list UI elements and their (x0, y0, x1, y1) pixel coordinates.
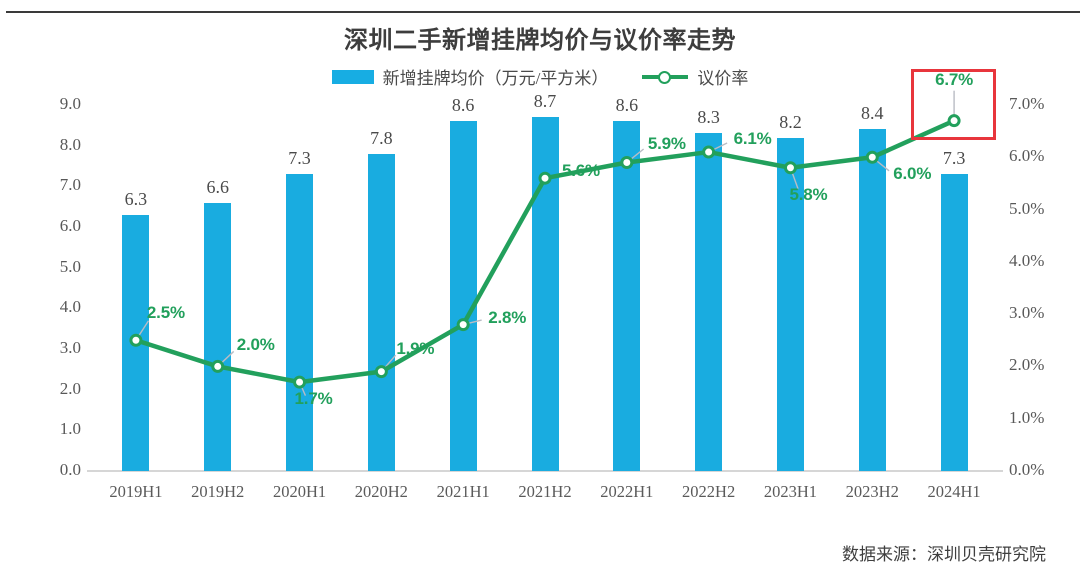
line-value-label: 6.7% (935, 69, 974, 89)
line-marker-2024H1 (947, 114, 961, 128)
line-value-label: 5.9% (647, 133, 686, 153)
x-axis-tick-2022H2: 2022H2 (682, 482, 736, 501)
y-axis-right-tick: 0.0% (1009, 460, 1045, 479)
bar-value-label: 8.2 (779, 111, 802, 132)
x-axis-tick-2019H1: 2019H1 (109, 482, 163, 501)
chart-title: 深圳二手新增挂牌均价与议价率走势 (344, 28, 736, 54)
bar-2019H2 (204, 202, 232, 471)
line-marker-2021H1 (456, 318, 470, 332)
line-series-svg (129, 114, 961, 389)
line-marker-2020H1 (293, 375, 307, 389)
legend-label-bar: 新增挂牌均价（万元/平方米） (382, 69, 609, 88)
y-axis-left-tick: 9.0 (59, 94, 81, 113)
legend-item-line[interactable]: 议价率 (642, 64, 748, 89)
bar-value-label: 8.7 (533, 91, 557, 112)
y-axis-left-tick: 3.0 (59, 338, 81, 357)
bar-swatch-icon (331, 69, 374, 84)
x-axis-tick-2021H1: 2021H1 (436, 482, 490, 501)
bar-2022H2 (695, 133, 723, 471)
y-axis-right-tick: 5.0% (1009, 198, 1045, 218)
line-value-label: 5.8% (789, 184, 828, 204)
bar-2020H1 (286, 174, 314, 471)
bar-value-label: 6.3 (124, 188, 148, 209)
y-axis-left-tick: 4.0 (59, 297, 81, 317)
y-axis-left-tick: 6.0 (59, 216, 81, 235)
bar-value-label: 7.3 (288, 148, 311, 169)
x-axis-tick-2019H2: 2019H2 (191, 482, 245, 501)
y-axis-left-tick: 8.0 (59, 134, 81, 154)
line-series-layer (95, 90, 995, 471)
y-axis-right-tick: 7.0% (1009, 94, 1045, 113)
x-axis-tick-2020H1: 2020H1 (272, 482, 327, 501)
line-marker-2022H1 (620, 156, 634, 170)
line-value-label: 2.5% (146, 303, 185, 323)
y-axis-right-tick: 1.0% (1009, 407, 1045, 427)
bar-value-label: 8.3 (697, 107, 720, 128)
bar-value-label: 8.4 (861, 103, 884, 124)
x-axis-tick-2023H2: 2023H2 (845, 482, 899, 501)
line-marker-2023H2 (865, 150, 879, 164)
bar-value-label: 7.3 (942, 148, 966, 169)
line-value-label: 6.1% (733, 129, 772, 149)
data-labels-layer: 6.3 6.6 7.3 7.8 8.6 8.7 8.6 8.3 8.2 8.4 7.3 2.5% 2.0… (95, 70, 995, 471)
line-value-label: 2.0% (236, 335, 275, 355)
line-value-label: 1.9% (396, 338, 435, 358)
line-marker-2019H2 (211, 359, 225, 373)
y-axis-left-tick: 1.0 (59, 419, 81, 439)
line-value-label: 2.8% (488, 307, 527, 327)
chart-legend: 新增挂牌均价（万元/平方米） 议价率 (0, 64, 1080, 89)
x-axis-tick-2021H2: 2021H2 (518, 482, 572, 501)
bar-2024H1 (940, 174, 968, 471)
y-axis-left-tick: 0.0 (59, 460, 81, 479)
bar-value-label: 7.8 (370, 127, 393, 148)
bar-2020H2 (367, 153, 395, 471)
bar-2023H2 (858, 129, 886, 471)
x-axis-tick-2024H1: 2024H1 (927, 482, 981, 501)
y-axis-right-tick: 4.0% (1009, 250, 1045, 270)
line-marker-2022H2 (702, 145, 716, 159)
y-axis-left-tick: 2.0 (59, 378, 81, 398)
line-marker-icon (642, 70, 689, 84)
y-axis-left-tick: 7.0 (59, 175, 81, 195)
line-value-label: 6.0% (893, 164, 932, 184)
line-value-label: 1.7% (294, 389, 333, 409)
bar-2022H1 (613, 121, 641, 471)
y-axis-right-tick: 3.0% (1009, 303, 1045, 323)
highlight-annotation-box (911, 69, 996, 140)
y-axis-left-tick: 5.0 (59, 256, 81, 276)
line-marker-2020H2 (374, 365, 388, 379)
legend-item-bar[interactable]: 新增挂牌均价（万元/平方米） (331, 64, 609, 89)
y-axis-right-tick: 2.0% (1009, 355, 1045, 375)
x-axis-line (87, 470, 1003, 472)
y-axis-right-tick: 6.0% (1009, 146, 1045, 166)
x-axis-tick-2022H1: 2022H1 (600, 482, 654, 501)
top-divider (6, 11, 1080, 13)
line-marker-2019H1 (129, 333, 143, 347)
bar-value-label: 8.6 (451, 95, 475, 116)
bar-value-label: 6.6 (206, 176, 229, 197)
legend-label-line: 议价率 (697, 69, 749, 88)
bar-value-label: 8.6 (615, 95, 639, 116)
bar-2023H1 (776, 137, 804, 471)
bar-2021H1 (449, 121, 477, 471)
line-value-label: 5.6% (562, 161, 600, 181)
x-axis-tick-2020H2: 2020H2 (354, 482, 408, 501)
x-axis-tick-2023H1: 2023H1 (763, 482, 818, 501)
plot-area: 6.3 6.6 7.3 7.8 8.6 8.7 8.6 8.3 8.2 8.4 7.3 2.5% 2.0… (87, 70, 1003, 472)
line-marker-2021H2 (538, 171, 552, 185)
line-marker-2023H1 (783, 161, 797, 175)
source-note: 数据来源：深圳贝壳研究院 (842, 545, 1046, 564)
